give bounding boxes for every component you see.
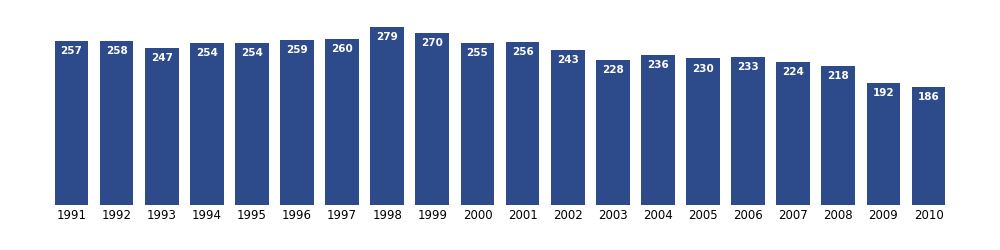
Bar (912, 86, 945, 205)
Bar (596, 60, 630, 205)
Text: 256: 256 (512, 47, 533, 57)
Text: 233: 233 (737, 62, 759, 72)
Text: 224: 224 (782, 68, 804, 78)
Bar (235, 43, 269, 205)
Bar (415, 33, 449, 205)
Bar (641, 55, 675, 205)
Bar (55, 41, 88, 205)
Bar (370, 27, 404, 205)
Text: 254: 254 (196, 48, 218, 58)
Text: 270: 270 (421, 38, 443, 48)
Text: 260: 260 (331, 44, 353, 54)
Text: 192: 192 (873, 88, 894, 98)
Bar (731, 56, 765, 205)
Bar (325, 39, 359, 205)
Text: 230: 230 (692, 64, 714, 74)
Text: 186: 186 (918, 92, 939, 102)
Text: 254: 254 (241, 48, 263, 58)
Bar (190, 43, 224, 205)
Bar (506, 42, 539, 205)
Bar (551, 50, 585, 205)
Text: 228: 228 (602, 65, 624, 75)
Bar (821, 66, 855, 205)
Bar (686, 58, 720, 205)
Text: 255: 255 (467, 48, 488, 58)
Bar (776, 62, 810, 205)
Bar (461, 42, 494, 205)
Bar (867, 83, 900, 205)
Text: 258: 258 (106, 46, 127, 56)
Bar (145, 48, 179, 205)
Text: 257: 257 (61, 46, 82, 56)
Text: 259: 259 (286, 45, 308, 55)
Bar (280, 40, 314, 205)
Text: 247: 247 (151, 53, 173, 63)
Text: 236: 236 (647, 60, 669, 70)
Text: 243: 243 (557, 55, 579, 65)
Bar (100, 41, 133, 205)
Text: 218: 218 (827, 71, 849, 81)
Text: 279: 279 (376, 32, 398, 42)
